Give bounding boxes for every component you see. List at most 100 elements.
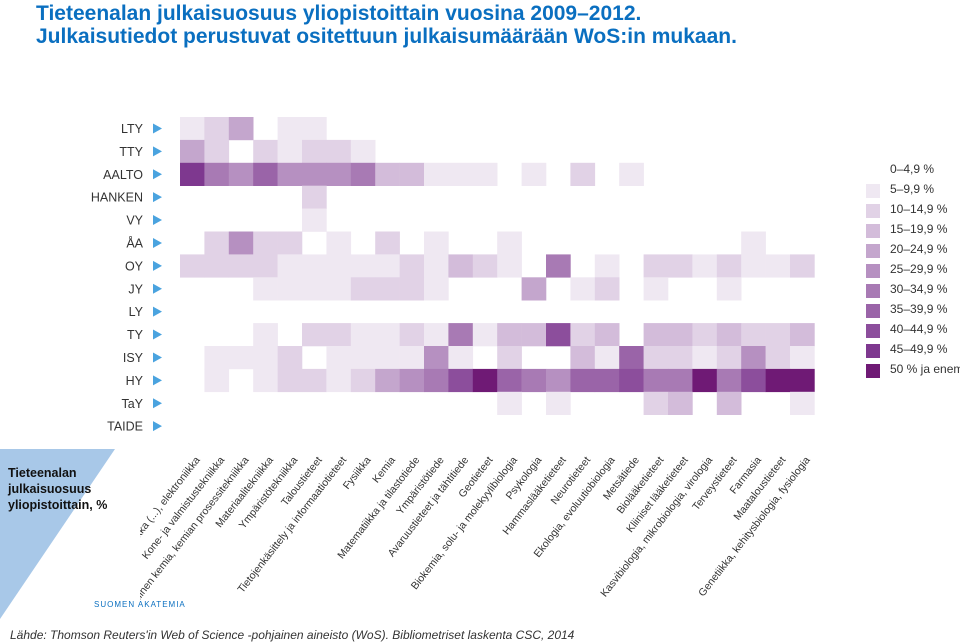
heatmap-cell — [668, 346, 693, 370]
row-arrow-icon — [153, 283, 162, 294]
heatmap-cell — [716, 323, 742, 347]
heatmap-cell — [546, 391, 571, 415]
heatmap-cell — [375, 162, 400, 186]
row-arrow-icon — [153, 352, 162, 363]
heatmap-cell — [741, 368, 766, 393]
row-arrow-icon — [153, 329, 162, 340]
heatmap-cell — [180, 117, 205, 141]
heatmap-cell — [448, 323, 474, 347]
row-arrow-icon — [153, 260, 162, 271]
heatmap-cell — [277, 117, 303, 141]
heatmap-cell — [424, 162, 449, 186]
legend-item: 15–19,9 % — [866, 220, 960, 240]
heatmap-cell — [204, 254, 230, 278]
brand-text: SUOMEN AKATEMIA — [94, 600, 186, 609]
heatmap-cell — [350, 323, 376, 347]
row-label: LTY — [121, 122, 144, 136]
legend-item: 40–44,9 % — [866, 320, 960, 340]
heatmap-cell — [472, 254, 498, 278]
row-label: LY — [129, 305, 144, 319]
legend-swatch — [866, 184, 880, 198]
heatmap-cell — [546, 254, 571, 278]
heatmap-cell — [643, 323, 669, 347]
row-label: JY — [128, 282, 143, 296]
heatmap-cell — [790, 346, 815, 370]
heatmap-cell — [399, 346, 425, 370]
heatmap-cell — [546, 323, 571, 347]
heatmap-cell — [204, 139, 230, 164]
source-text: Lähde: Thomson Reuters'in Web of Science… — [10, 628, 575, 642]
heatmap-cell — [375, 346, 400, 370]
heatmap-cell — [448, 368, 474, 393]
heatmap-cell — [399, 254, 425, 278]
legend-item: 20–24,9 % — [866, 240, 960, 260]
heatmap-cell — [765, 323, 791, 347]
heatmap-cell — [302, 368, 327, 393]
heatmap-cell — [448, 346, 474, 370]
row-arrow-icon — [153, 375, 162, 386]
heatmap-cell — [692, 323, 718, 347]
heatmap-cell — [302, 139, 327, 164]
row-label: TaY — [121, 397, 143, 411]
heatmap-cell — [228, 162, 254, 186]
row-arrow-icon — [153, 237, 162, 248]
heatmap-cell — [716, 277, 742, 301]
heatmap-cell — [594, 254, 620, 278]
heatmap-cell — [277, 346, 303, 370]
heatmap-cell — [790, 254, 815, 278]
legend-label: 20–24,9 % — [890, 242, 948, 256]
legend-item: 45–49,9 % — [866, 340, 960, 360]
page-title: Tieteenalan julkaisuosuus yliopistoittai… — [36, 2, 737, 48]
row-label: ÅA — [126, 235, 143, 250]
row-arrow-icon — [153, 123, 162, 134]
legend-swatch — [866, 224, 880, 238]
heatmap-cell — [302, 117, 327, 141]
heatmap-cell — [424, 346, 449, 370]
heatmap-cell — [253, 254, 278, 278]
heatmap-cell — [180, 162, 205, 186]
heatmap-cell — [472, 162, 498, 186]
heatmap-cell — [594, 346, 620, 370]
heatmap-cell — [716, 254, 742, 278]
heatmap-cell — [790, 323, 815, 347]
heatmap-cell — [765, 368, 791, 393]
legend-item: 30–34,9 % — [866, 280, 960, 300]
row-label: OY — [125, 259, 144, 273]
heatmap-cell — [326, 162, 352, 186]
heatmap-cell — [326, 254, 352, 278]
heatmap-cell — [668, 391, 693, 415]
heatmap-cell — [790, 391, 815, 415]
heatmap-cell — [497, 368, 522, 393]
heatmap-cell — [741, 346, 766, 370]
heatmap-cell — [302, 208, 327, 232]
heatmap-cell — [228, 117, 254, 141]
heatmap-cell — [253, 162, 278, 186]
side-label: Tieteenalan julkaisuosuus yliopistoittai… — [8, 466, 108, 512]
title-line-2: Julkaisutiedot perustuvat ositettuun jul… — [36, 25, 737, 48]
heatmap-cell — [399, 368, 425, 393]
heatmap-cell — [253, 139, 278, 164]
row-label: ISY — [123, 351, 144, 365]
legend-label: 30–34,9 % — [890, 282, 948, 296]
heatmap-cell — [399, 277, 425, 301]
heatmap-cell — [180, 254, 205, 278]
heatmap-cell — [375, 254, 400, 278]
heatmap-cell — [619, 346, 644, 370]
legend-item: 0–4,9 % — [866, 160, 960, 180]
row-label: TTY — [119, 145, 143, 159]
heatmap-cell — [643, 368, 669, 393]
heatmap-cell — [424, 254, 449, 278]
heatmap-cell — [692, 346, 718, 370]
heatmap-cell — [350, 254, 376, 278]
legend-label: 45–49,9 % — [890, 342, 948, 356]
row-arrow-icon — [153, 215, 162, 226]
heatmap-cell — [277, 368, 303, 393]
side-panel-shape — [0, 449, 115, 619]
legend-label: 10–14,9 % — [890, 202, 948, 216]
heatmap-cell — [765, 346, 791, 370]
heatmap-cell — [521, 368, 547, 393]
heatmap-cell — [643, 346, 669, 370]
heatmap-cell — [375, 277, 400, 301]
heatmap-cell — [375, 368, 400, 393]
